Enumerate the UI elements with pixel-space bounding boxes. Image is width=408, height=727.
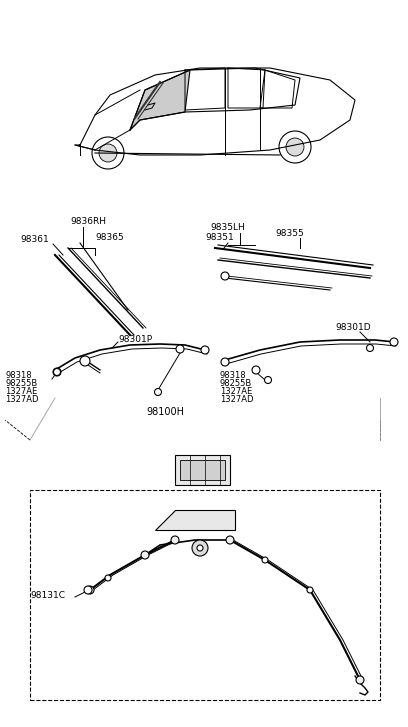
Text: 1327AD: 1327AD (5, 395, 38, 403)
Circle shape (221, 272, 229, 280)
Text: 9835LH: 9835LH (210, 223, 245, 233)
Text: 98351: 98351 (205, 233, 234, 243)
Circle shape (226, 536, 234, 544)
Bar (175, 455, 230, 485)
Text: 98255B: 98255B (5, 379, 37, 387)
Circle shape (86, 586, 94, 594)
Circle shape (197, 545, 203, 551)
Text: 98355: 98355 (275, 228, 304, 238)
Circle shape (262, 557, 268, 563)
Bar (180, 460, 225, 480)
Text: 98100H: 98100H (146, 407, 184, 417)
Circle shape (99, 144, 117, 162)
Text: 98365: 98365 (95, 233, 124, 241)
Text: 98131C: 98131C (30, 590, 65, 600)
Circle shape (105, 575, 111, 581)
Bar (30, 490, 380, 700)
Text: 1327AE: 1327AE (5, 387, 37, 395)
Circle shape (201, 346, 209, 354)
Circle shape (171, 536, 179, 544)
Circle shape (221, 358, 229, 366)
Circle shape (286, 138, 304, 156)
Polygon shape (155, 510, 235, 530)
Text: 1327AD: 1327AD (220, 395, 253, 403)
Circle shape (366, 345, 373, 351)
Circle shape (80, 356, 90, 366)
Circle shape (53, 368, 61, 376)
Text: 98318: 98318 (5, 371, 32, 379)
Text: 98301D: 98301D (335, 324, 370, 332)
Circle shape (141, 551, 149, 559)
Circle shape (279, 131, 311, 163)
Text: 98255B: 98255B (220, 379, 252, 387)
Text: 1327AE: 1327AE (220, 387, 252, 395)
Circle shape (356, 676, 364, 684)
Circle shape (264, 377, 271, 384)
Circle shape (307, 587, 313, 593)
Circle shape (390, 338, 398, 346)
Text: 98318: 98318 (220, 371, 246, 379)
Circle shape (84, 586, 92, 594)
Circle shape (252, 366, 260, 374)
Text: 9836RH: 9836RH (70, 217, 106, 227)
Circle shape (92, 137, 124, 169)
Text: 98361: 98361 (20, 236, 49, 244)
Circle shape (155, 388, 162, 395)
Circle shape (192, 540, 208, 556)
Polygon shape (130, 70, 190, 130)
Text: 98301P: 98301P (118, 335, 152, 345)
Circle shape (53, 369, 60, 376)
Circle shape (176, 345, 184, 353)
